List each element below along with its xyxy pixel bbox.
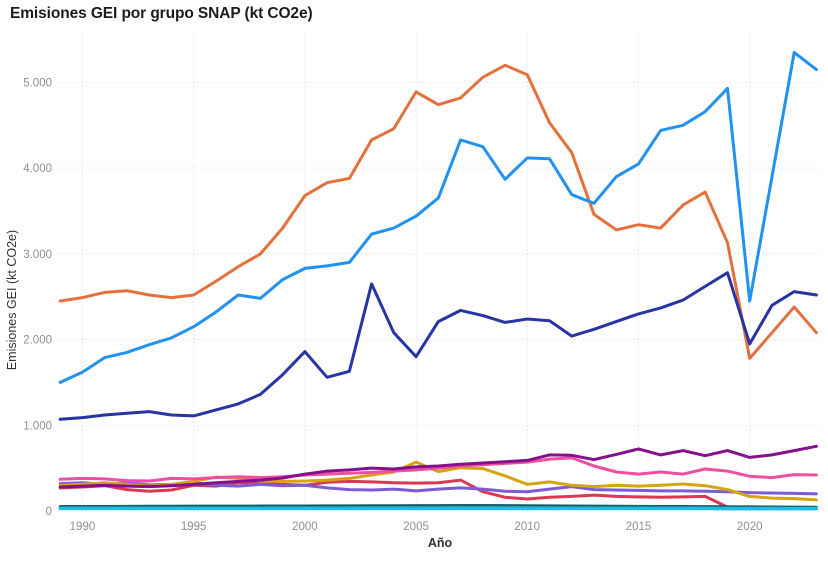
series-line-dark-purple <box>58 444 818 489</box>
x-tick-label: 2020 <box>737 521 763 533</box>
series-line-dark-blue <box>58 271 818 421</box>
x-tick-label: 2000 <box>292 521 318 533</box>
series-line-dark-teal <box>58 504 818 509</box>
series-line-orange <box>58 63 818 360</box>
y-tick-label: 0 <box>46 506 52 518</box>
series-line-pink <box>58 456 818 483</box>
x-tick-label: 1995 <box>181 521 207 533</box>
x-tick-label: 2015 <box>626 521 652 533</box>
y-tick-label: 3.000 <box>23 249 52 261</box>
series-line-light-blue <box>58 50 818 384</box>
y-tick-label: 4.000 <box>23 163 52 175</box>
y-tick-label: 2.000 <box>23 335 52 347</box>
series-line-gold <box>58 460 818 502</box>
x-tick-label: 2010 <box>515 521 541 533</box>
x-axis-title: Año <box>427 536 453 550</box>
series-line-red <box>58 478 818 510</box>
y-tick-label: 5.000 <box>23 77 52 89</box>
x-tick-label: 1990 <box>70 521 96 533</box>
y-tick-label: 1.000 <box>23 420 52 432</box>
chart-title: Emisiones GEI por grupo SNAP (kt CO2e) <box>10 5 313 22</box>
x-tick-label: 2005 <box>403 521 429 533</box>
